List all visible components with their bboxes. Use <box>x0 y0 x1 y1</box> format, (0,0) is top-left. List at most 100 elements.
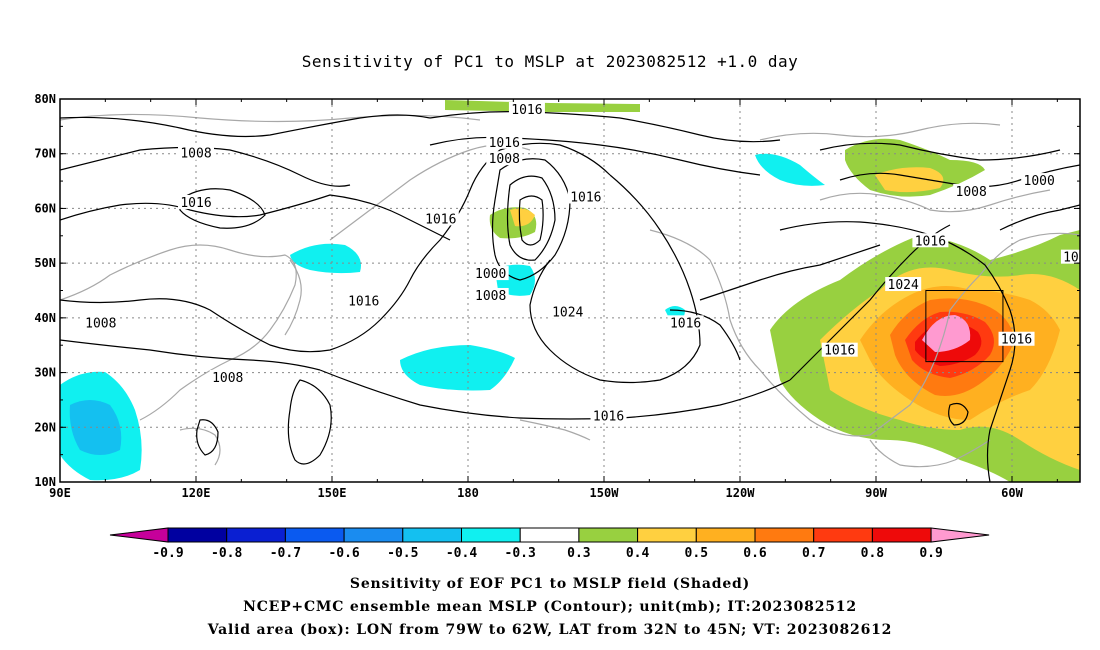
valid-area-box <box>925 290 1004 363</box>
colorbar-segment <box>343 527 404 543</box>
contour-label-bg <box>209 370 246 385</box>
contour-label: 1016 <box>593 409 624 424</box>
contour-label-bg <box>567 189 604 204</box>
y-tick-label: 10N <box>34 475 56 489</box>
x-tick-label: 60W <box>1001 486 1023 500</box>
colorbar-segment <box>519 527 580 543</box>
x-tick-label: 150E <box>318 486 347 500</box>
chart-title: Sensitivity of PC1 to MSLP at 2023082512… <box>302 52 799 71</box>
contour-label: 1024 <box>888 278 919 293</box>
map-area: 1008101610081008101610161016101610081000… <box>60 99 1080 482</box>
contour-label: 1016 <box>489 136 520 151</box>
contour-label-bg <box>82 315 119 330</box>
x-tick-label: 90W <box>865 486 887 500</box>
colorbar-segment <box>578 527 639 543</box>
colorbar-segment <box>754 527 815 543</box>
shade-cyan-japan <box>290 243 361 274</box>
contour-label-bg <box>422 211 459 226</box>
contour-label: 1000 <box>475 267 506 282</box>
contour-label-bg <box>998 331 1035 346</box>
colorbar-label: -0.8 <box>211 546 242 561</box>
y-tick-label: 20N <box>34 420 56 434</box>
colorbar-segment <box>461 527 521 543</box>
contour-label: 1016 <box>915 234 946 249</box>
colorbar-segment <box>402 527 462 543</box>
contour-label-bg <box>590 408 627 423</box>
colorbar-label: 0.8 <box>861 546 885 561</box>
coastlines <box>60 113 1080 468</box>
contour-label-bg <box>912 233 949 248</box>
contour-label-bg <box>821 342 858 357</box>
shade-yellow-siberia <box>510 208 535 227</box>
contour-label-bg <box>667 315 704 330</box>
shade-pink-region <box>922 315 971 352</box>
colorbar-label: -0.6 <box>328 546 359 561</box>
contour-label: 1016 <box>1001 333 1032 348</box>
x-tick-label: 90E <box>49 486 71 500</box>
y-axis: 80N 70N 60N 50N 40N 30N 20N 10N <box>34 92 1080 489</box>
contour-label: 1016 <box>180 196 211 211</box>
y-tick-label: 60N <box>34 201 56 215</box>
contour-label-bg <box>1060 249 1080 264</box>
x-tick-label: 180 <box>457 486 479 500</box>
colorbar-left-arrow <box>109 527 169 543</box>
contour-label: 1008 <box>956 185 987 200</box>
colorbar-label: 0.6 <box>743 546 767 561</box>
colorbar-segment <box>637 527 697 543</box>
contour-label-bg <box>472 287 509 302</box>
contour-label-bg <box>345 293 382 308</box>
colorbar-segment <box>284 527 345 543</box>
colorbar-label: 0.3 <box>567 546 590 561</box>
contour-label: 10 <box>1063 251 1079 266</box>
colorbar-segment <box>695 527 756 543</box>
contour-label-bg <box>885 277 922 292</box>
colorbar-label: -0.4 <box>446 546 477 561</box>
shade-lightblue-indochina <box>69 400 122 455</box>
contour-label: 1008 <box>212 371 243 386</box>
contour-label-bg <box>953 184 990 199</box>
contour-label: 1016 <box>511 103 542 118</box>
caption-line-1: Sensitivity of EOF PC1 to MSLP field (Sh… <box>350 576 750 592</box>
contour-label: 1008 <box>475 289 506 304</box>
contour-label-bg <box>549 304 586 319</box>
colorbar-segment <box>813 527 873 543</box>
contour-label: 1016 <box>670 316 701 331</box>
contour-label: 1008 <box>180 147 211 162</box>
contour-label-bg <box>508 101 545 116</box>
contour-label: 1024 <box>552 305 583 320</box>
colorbar-label: -0.7 <box>270 546 301 561</box>
y-tick-label: 50N <box>34 256 56 270</box>
colorbar-segment <box>167 527 228 543</box>
x-tick-label: 120W <box>726 486 756 500</box>
contour-label: 1008 <box>85 316 116 331</box>
colorbar-label: 0.9 <box>919 546 942 561</box>
contour-label: 1008 <box>489 152 520 167</box>
colorbar-label: -0.3 <box>505 546 536 561</box>
shade-cyan-arctic <box>755 153 825 186</box>
contour-label: 1016 <box>425 212 456 227</box>
contour-label-bg <box>486 151 523 166</box>
x-tick-label: 150W <box>590 486 620 500</box>
colorbar-label: 0.7 <box>802 546 825 561</box>
contour-label-bg <box>472 266 509 281</box>
contour-label: 1016 <box>348 294 379 309</box>
shade-cyan-pacific <box>400 345 515 391</box>
x-tick-label: 120E <box>182 486 211 500</box>
contour-label-bg <box>486 134 523 149</box>
contour-labels: 1008101610081008101610161016101610081000… <box>82 101 1080 424</box>
colorbar-label: 0.5 <box>685 546 708 561</box>
y-tick-label: 30N <box>34 366 56 380</box>
contour-label: 1000 <box>1024 174 1055 189</box>
colorbar-segment <box>226 527 286 543</box>
contour-label-bg <box>178 145 214 160</box>
caption-line-3: Valid area (box): LON from 79W to 62W, L… <box>207 622 892 638</box>
colorbar-label: -0.5 <box>387 546 418 561</box>
y-tick-label: 70N <box>34 147 56 161</box>
colorbar-label: 0.4 <box>626 546 650 561</box>
colorbar-right-arrow <box>930 527 990 543</box>
contour-label: 1016 <box>570 190 601 205</box>
y-tick-label: 40N <box>34 311 56 325</box>
contour-label-bg <box>178 194 214 209</box>
colorbar: -0.9 -0.8 -0.7 -0.6 -0.5 -0.4 -0.3 0.3 0.4 0.5 0.6… <box>109 527 990 561</box>
